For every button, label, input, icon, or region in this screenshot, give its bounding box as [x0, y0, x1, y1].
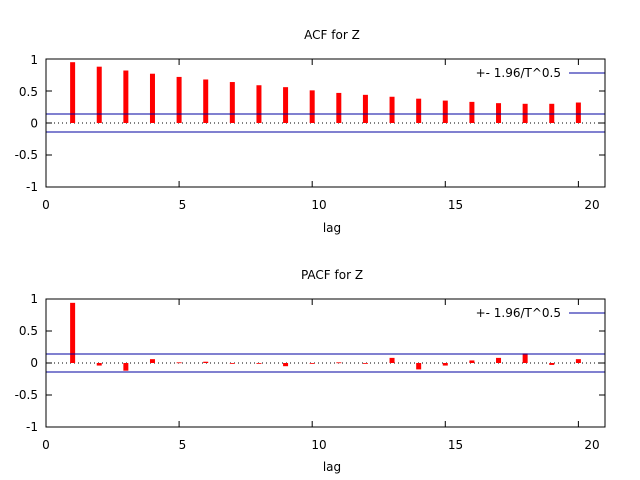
pacf-bar — [283, 363, 289, 367]
acf-bar — [389, 96, 395, 123]
pacf-y-tick-label: -1 — [26, 420, 38, 434]
pacf-y-tick-label: 0.5 — [19, 324, 38, 338]
acf-bar — [256, 85, 262, 123]
acf-x-tick-label: 20 — [584, 198, 599, 212]
acf-bar — [283, 87, 289, 123]
acf-x-tick-label: 0 — [42, 198, 50, 212]
pacf-x-tick-label: 0 — [42, 438, 50, 452]
pacf-x-tick-label: 15 — [448, 438, 463, 452]
pacf-plot-frame — [45, 298, 606, 428]
acf-bar — [549, 103, 555, 123]
acf-plot-frame — [45, 58, 606, 188]
acf-bar — [203, 79, 209, 123]
acf-bar — [416, 98, 422, 123]
pacf-bar — [149, 359, 155, 363]
acf-bar — [575, 102, 581, 123]
pacf-x-tick-labels: 0 5 10 15 20 — [42, 438, 599, 452]
pacf-bar — [203, 361, 209, 363]
pacf-panel: PACF for Z -1 -0.5 0 0.5 1 0 5 10 15 20 … — [15, 268, 606, 474]
acf-x-tick-label: 5 — [179, 198, 187, 212]
acf-bar — [496, 103, 502, 123]
acf-bar — [442, 100, 448, 123]
acf-bar — [149, 73, 155, 123]
acf-y-tick-label: 0.5 — [19, 85, 38, 99]
pacf-x-tick-label: 20 — [584, 438, 599, 452]
pacf-bar — [469, 360, 475, 363]
acf-x-tick-labels: 0 5 10 15 20 — [42, 198, 599, 212]
acf-x-tick-label: 10 — [311, 198, 326, 212]
acf-bar — [123, 70, 129, 123]
acf-y-tick-label: -0.5 — [15, 148, 38, 162]
acf-y-tick-label: 1 — [30, 53, 38, 67]
pacf-bar — [96, 363, 102, 366]
pacf-bar — [362, 363, 368, 364]
pacf-bar — [522, 353, 528, 363]
pacf-bar — [575, 359, 581, 363]
acf-y-tick-label: -1 — [26, 180, 38, 194]
pacf-x-tick-label: 10 — [311, 438, 326, 452]
acf-y-tick-label: 0 — [30, 117, 38, 131]
acf-y-tick-labels: -1 -0.5 0 0.5 1 — [15, 53, 38, 194]
pacf-bar — [336, 362, 342, 364]
acf-bar — [469, 101, 475, 123]
pacf-y-tick-label: 1 — [30, 292, 38, 306]
pacf-y-tick-label: 0 — [30, 356, 38, 370]
pacf-bar — [496, 357, 502, 363]
acf-panel: ACF for Z -1 -0.5 0 0.5 1 0 5 10 15 20 l… — [15, 28, 606, 235]
acf-x-tick-label: 15 — [448, 198, 463, 212]
pacf-title: PACF for Z — [301, 268, 363, 282]
pacf-bar — [70, 302, 76, 363]
acf-bar — [229, 82, 235, 123]
acf-bar — [96, 66, 102, 123]
pacf-bar — [389, 357, 395, 363]
acf-bar — [309, 90, 315, 123]
pacf-bar — [309, 363, 315, 364]
pacf-y-tick-labels: -1 -0.5 0 0.5 1 — [15, 292, 38, 434]
pacf-bar — [123, 363, 129, 371]
acf-legend-label: +- 1.96/T^0.5 — [476, 66, 561, 80]
pacf-bar — [442, 363, 448, 366]
pacf-bar — [229, 363, 235, 364]
pacf-bar — [416, 363, 422, 370]
acf-bar — [176, 76, 182, 123]
acf-bar — [522, 103, 528, 123]
pacf-bar — [176, 362, 182, 364]
acf-bar — [70, 62, 76, 123]
acf-bar — [362, 94, 368, 123]
pacf-bar — [256, 363, 262, 364]
acf-title: ACF for Z — [304, 28, 360, 42]
pacf-y-tick-label: -0.5 — [15, 388, 38, 402]
pacf-bar — [549, 363, 555, 365]
pacf-legend-label: +- 1.96/T^0.5 — [476, 306, 561, 320]
pacf-x-axis-label: lag — [323, 460, 341, 474]
acf-x-axis-label: lag — [323, 221, 341, 235]
pacf-x-tick-label: 5 — [179, 438, 187, 452]
acf-bar — [336, 92, 342, 123]
